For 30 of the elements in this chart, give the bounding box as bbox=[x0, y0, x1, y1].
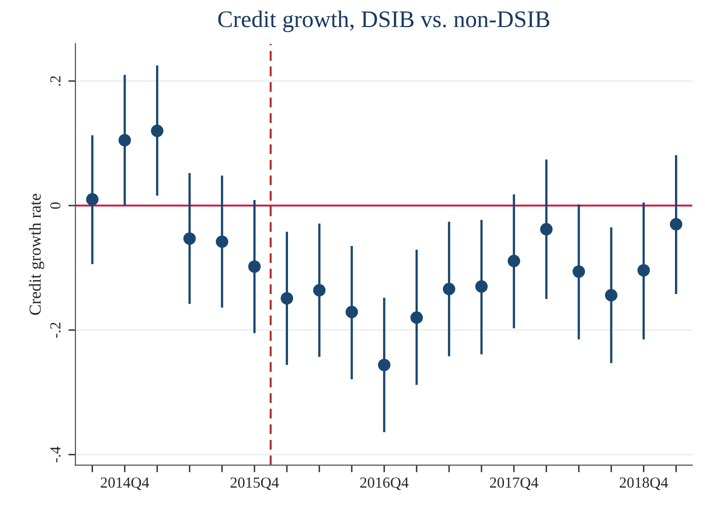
point bbox=[378, 358, 390, 372]
point bbox=[572, 265, 586, 278]
x-tick-label: 2015Q4 bbox=[230, 477, 279, 490]
point bbox=[313, 284, 326, 296]
point bbox=[508, 254, 520, 268]
y-tick-label: .2 bbox=[50, 76, 61, 86]
point bbox=[183, 232, 196, 245]
point bbox=[216, 235, 228, 248]
point bbox=[540, 223, 553, 236]
point bbox=[670, 218, 682, 230]
y-tick-label: 0 bbox=[50, 202, 61, 209]
point bbox=[118, 134, 131, 146]
x-tick-label: 2014Q4 bbox=[100, 477, 150, 490]
chart-title: Credit growth, DSIB vs. non-DSIB bbox=[218, 10, 550, 32]
x-tick-label: 2018Q4 bbox=[620, 477, 668, 490]
point bbox=[605, 288, 618, 302]
point bbox=[475, 280, 488, 293]
y-tick-label: -.4 bbox=[50, 446, 61, 462]
point bbox=[346, 306, 358, 318]
x-tick-label: 2016Q4 bbox=[360, 477, 409, 490]
point bbox=[410, 311, 423, 324]
point bbox=[637, 264, 650, 277]
y-tick-label: -.2 bbox=[50, 322, 61, 338]
point bbox=[248, 260, 261, 273]
y-axis-title: Credit growth rate bbox=[29, 194, 44, 315]
point bbox=[442, 282, 456, 296]
x-tick-label: 2017Q4 bbox=[490, 477, 538, 490]
point bbox=[280, 292, 294, 305]
point bbox=[150, 124, 164, 138]
point bbox=[86, 193, 99, 206]
